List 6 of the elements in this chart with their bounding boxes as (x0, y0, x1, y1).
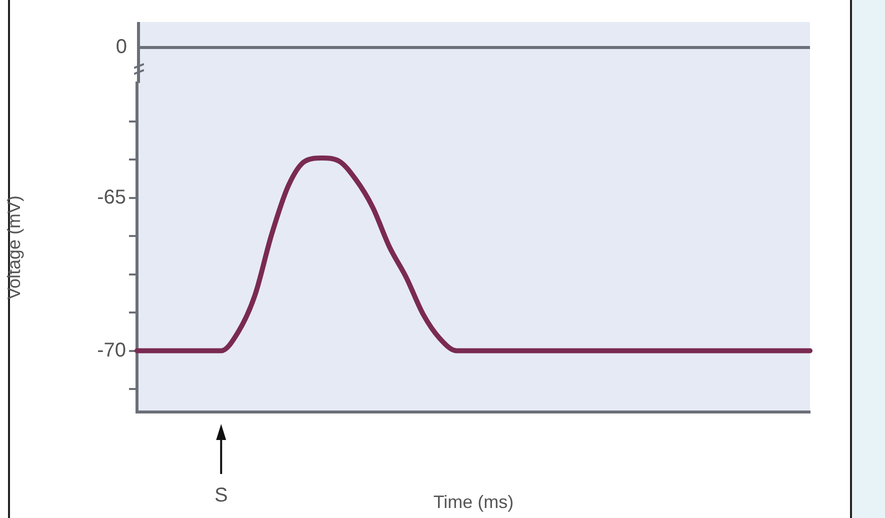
y-tick-label: -70 (97, 339, 126, 362)
y-tick-label: -65 (97, 186, 126, 208)
text: 0 (114, 35, 127, 59)
text: S (214, 484, 228, 507)
y-axis-title: Voltage (mV) (4, 195, 24, 300)
x-axis-title: Time (ms) (433, 492, 514, 512)
